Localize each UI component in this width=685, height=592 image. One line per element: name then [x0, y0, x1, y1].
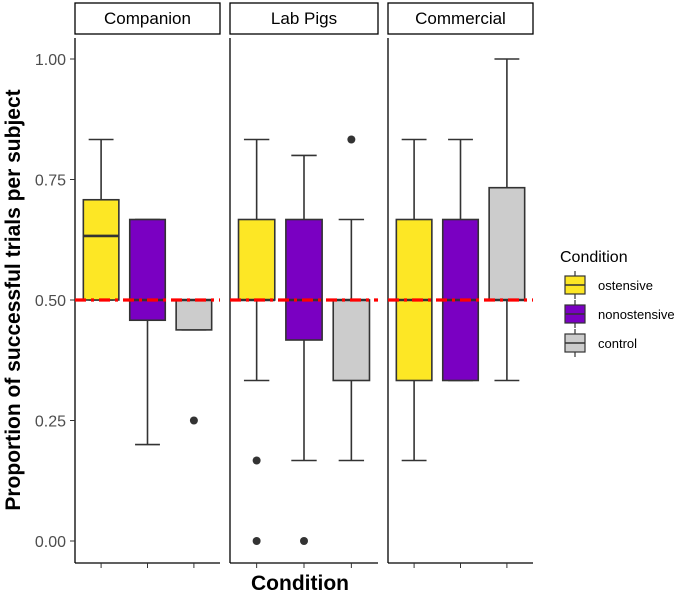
boxplot-lab-pigs-nonostensive	[285, 154, 323, 545]
x-axis-title: Condition	[251, 572, 349, 592]
boxplot-companion-control	[175, 298, 213, 425]
facet-panels: Companion Lab Pigs Commercial	[74, 2, 534, 564]
legend-item-nonostensive: nonostensive	[564, 300, 675, 328]
boxplot-lab-pigs-ostensive	[237, 138, 276, 545]
box	[237, 218, 276, 301]
y-tick-label: 0.75	[35, 173, 66, 190]
y-axis-title: Proportion of successful trials per subj…	[2, 89, 25, 510]
y-tick-label: 1.00	[35, 52, 66, 69]
y-tick-label: 0.00	[35, 534, 66, 551]
legend-label: ostensive	[598, 278, 653, 293]
boxplot-commercial-nonostensive	[441, 138, 480, 382]
y-tick-label: 0.25	[35, 414, 66, 431]
facet-panel-commercial: Commercial	[387, 2, 534, 564]
facet-strip-label: Companion	[104, 9, 191, 28]
facet-strip-label: Commercial	[415, 9, 506, 28]
box	[128, 218, 167, 322]
box	[285, 218, 323, 341]
legend-item-control: control	[564, 329, 637, 357]
boxplot-lab-pigs-control	[332, 135, 371, 462]
legend-item-ostensive: ostensive	[564, 271, 653, 299]
outlier-point	[189, 416, 198, 425]
facet-panel-lab-pigs: Lab Pigs	[229, 2, 379, 564]
outlier-point	[252, 537, 261, 545]
box	[175, 299, 213, 331]
boxplot-companion-ostensive	[82, 138, 120, 301]
boxplot-commercial-control	[488, 58, 526, 382]
legend: Condition ostensive nonostensive control	[560, 249, 675, 357]
legend-title: Condition	[560, 249, 628, 266]
legend-label: control	[598, 336, 637, 351]
outlier-point	[300, 537, 308, 545]
facet-strip	[229, 2, 379, 35]
outlier-point	[347, 135, 356, 144]
facet-strip-label: Lab Pigs	[271, 9, 337, 28]
y-axis: 0.00 0.25 0.50 0.75 1.00	[35, 52, 75, 551]
x-axis	[100, 563, 508, 568]
box	[488, 186, 526, 301]
boxplot-companion-nonostensive	[128, 218, 167, 446]
outlier-point	[252, 456, 261, 465]
facet-panel-companion: Companion	[74, 2, 221, 564]
legend-label: nonostensive	[598, 307, 675, 322]
y-tick-label: 0.50	[35, 293, 66, 310]
box	[82, 198, 120, 301]
facet-strip	[74, 2, 221, 35]
box	[332, 299, 371, 382]
facet-strip	[387, 2, 534, 35]
